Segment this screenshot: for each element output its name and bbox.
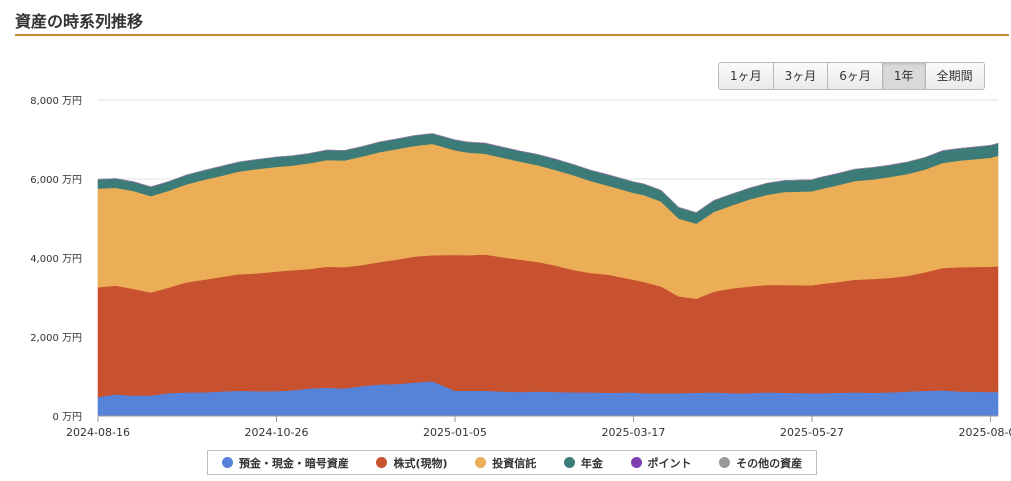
- x-tick-label: 2025-03-17: [602, 426, 666, 439]
- legend-label: 株式(現物): [393, 456, 448, 470]
- range-button-3m[interactable]: 3ヶ月: [773, 63, 829, 89]
- y-tick-label: 0 万円: [52, 412, 82, 423]
- chart-legend: 預金・現金・暗号資産 株式(現物) 投資信託 年金 ポイント その他の資産: [207, 450, 817, 475]
- range-button-1m[interactable]: 1ヶ月: [719, 63, 774, 89]
- range-button-1y[interactable]: 1年: [882, 63, 926, 89]
- legend-label: 年金: [580, 456, 603, 470]
- legend-item-points[interactable]: ポイント: [630, 455, 692, 471]
- range-selector: 1ヶ月 3ヶ月 6ヶ月 1年 全期間: [718, 62, 985, 90]
- legend-item-deposits[interactable]: 預金・現金・暗号資産: [221, 455, 349, 471]
- x-tick-label: 2024-10-26: [245, 426, 309, 439]
- legend-item-stocks[interactable]: 株式(現物): [376, 455, 448, 471]
- legend-swatch-icon: [376, 457, 388, 468]
- page-title: 資産の時系列推移: [15, 12, 144, 31]
- area-series-5: [97, 133, 999, 213]
- legend-label: 投資信託: [492, 456, 537, 470]
- legend-item-funds[interactable]: 投資信託: [475, 455, 536, 471]
- y-tick-label: 8,000 万円: [30, 96, 82, 107]
- legend-item-pension[interactable]: 年金: [563, 455, 603, 471]
- y-tick-label: 4,000 万円: [30, 254, 82, 265]
- legend-swatch-icon: [221, 457, 233, 468]
- y-tick-label: 6,000 万円: [30, 175, 82, 186]
- range-button-6m[interactable]: 6ヶ月: [828, 63, 883, 89]
- legend-label: 預金・現金・暗号資産: [238, 456, 349, 470]
- x-tick-label: 2024-08-16: [66, 426, 130, 439]
- legend-label: ポイント: [647, 456, 692, 470]
- legend-swatch-icon: [563, 457, 575, 468]
- range-button-all[interactable]: 全期間: [925, 63, 984, 89]
- legend-item-other[interactable]: その他の資産: [719, 455, 802, 471]
- y-tick-label: 2,000 万円: [30, 333, 82, 344]
- legend-swatch-icon: [475, 457, 487, 468]
- x-tick-label: 2025-08-06: [958, 426, 1011, 439]
- legend-label: その他の資産: [736, 456, 803, 470]
- legend-swatch-icon: [630, 457, 642, 468]
- x-tick-label: 2025-05-27: [780, 426, 844, 439]
- x-tick-label: 2025-01-05: [423, 426, 487, 439]
- legend-swatch-icon: [719, 457, 731, 468]
- title-divider: [15, 34, 1009, 36]
- asset-area-chart: 0 万円 2,000 万円 4,000 万円 6,000 万円 8,000 万円 2024…: [30, 96, 1011, 439]
